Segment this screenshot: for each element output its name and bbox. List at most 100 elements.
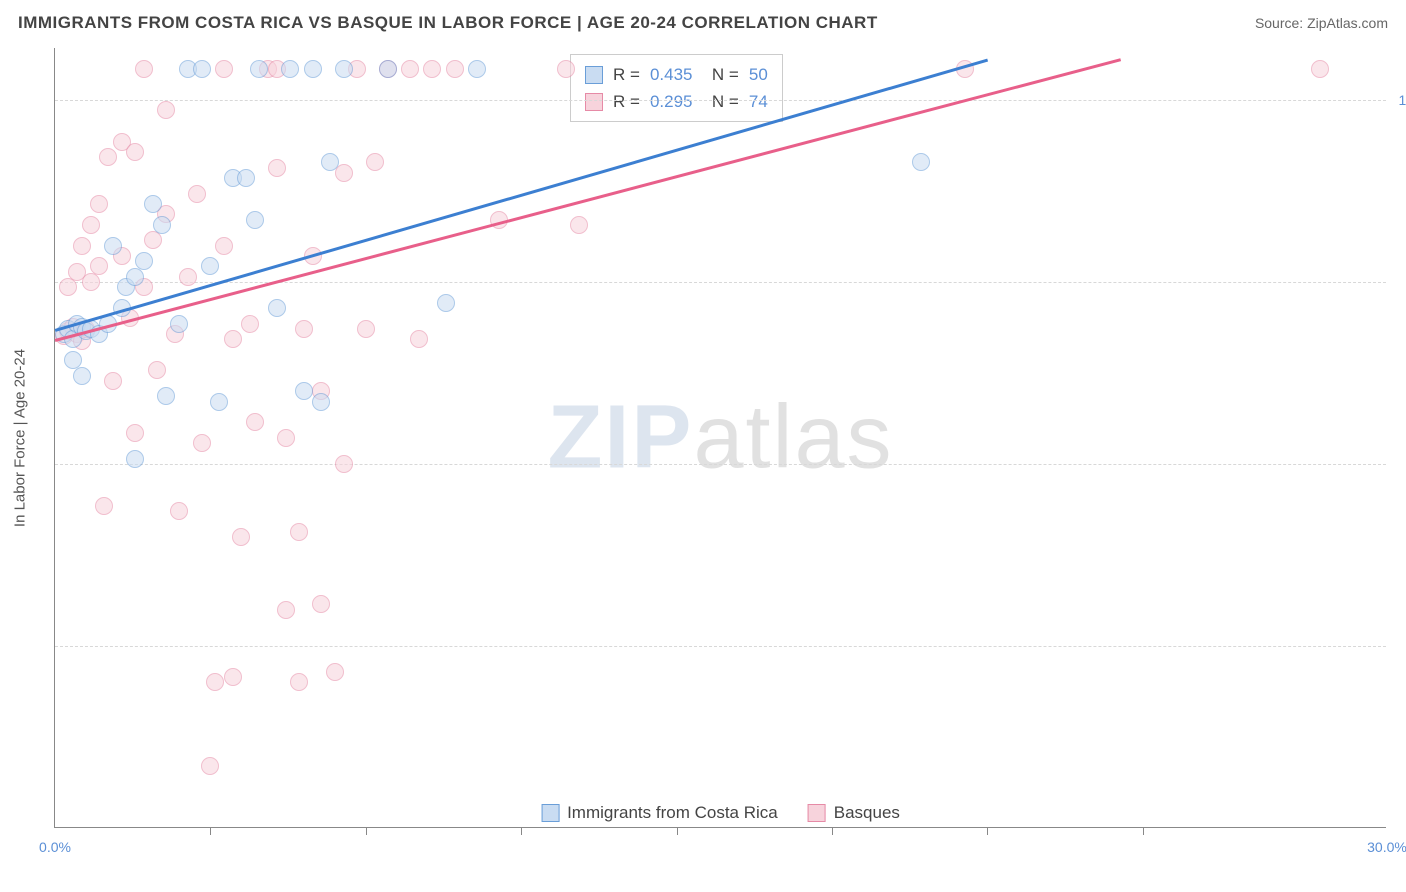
data-point-basques [312, 595, 330, 613]
data-point-costa_rica [281, 60, 299, 78]
data-point-basques [90, 257, 108, 275]
x-tick [677, 827, 678, 835]
data-point-costa_rica [335, 60, 353, 78]
data-point-basques [277, 601, 295, 619]
data-point-costa_rica [912, 153, 930, 171]
data-point-basques [144, 231, 162, 249]
gridline-h [55, 282, 1386, 283]
x-tick [1143, 827, 1144, 835]
stat-n-label: N = [702, 61, 738, 88]
data-point-basques [99, 148, 117, 166]
data-point-costa_rica [250, 60, 268, 78]
legend-swatch-icon [808, 804, 826, 822]
stats-row-costa_rica: R = 0.435 N = 50 [585, 61, 768, 88]
legend-label: Basques [834, 803, 900, 823]
legend-item-basques: Basques [808, 803, 900, 823]
data-point-costa_rica [126, 450, 144, 468]
x-tick-label: 0.0% [39, 839, 71, 855]
data-point-basques [557, 60, 575, 78]
y-tick-label: 65.0% [1391, 456, 1406, 472]
watermark: ZIPatlas [547, 386, 893, 489]
stat-n-value: 50 [749, 61, 768, 88]
data-point-basques [135, 60, 153, 78]
data-point-costa_rica [321, 153, 339, 171]
data-point-basques [157, 101, 175, 119]
stat-r-value: 0.295 [650, 88, 693, 115]
data-point-costa_rica [437, 294, 455, 312]
data-point-basques [326, 663, 344, 681]
source-prefix: Source: [1255, 15, 1307, 31]
data-point-basques [82, 216, 100, 234]
stat-r-label: R = [613, 61, 640, 88]
data-point-basques [215, 60, 233, 78]
data-point-costa_rica [201, 257, 219, 275]
data-point-costa_rica [73, 367, 91, 385]
data-point-basques [104, 372, 122, 390]
data-point-basques [366, 153, 384, 171]
stat-r-value: 0.435 [650, 61, 693, 88]
data-point-costa_rica [193, 60, 211, 78]
data-point-basques [59, 278, 77, 296]
y-tick-label: 82.5% [1391, 274, 1406, 290]
data-point-basques [95, 497, 113, 515]
data-point-basques [193, 434, 211, 452]
data-point-basques [170, 502, 188, 520]
stats-row-basques: R = 0.295 N = 74 [585, 88, 768, 115]
data-point-basques [215, 237, 233, 255]
data-point-basques [268, 159, 286, 177]
data-point-costa_rica [157, 387, 175, 405]
data-point-basques [290, 523, 308, 541]
data-point-basques [224, 330, 242, 348]
data-point-basques [241, 315, 259, 333]
legend-swatch-icon [585, 93, 603, 111]
data-point-costa_rica [468, 60, 486, 78]
series-legend: Immigrants from Costa Rica Basques [533, 803, 908, 823]
x-tick [987, 827, 988, 835]
data-point-basques [410, 330, 428, 348]
data-point-basques [446, 60, 464, 78]
y-tick-label: 100.0% [1391, 92, 1406, 108]
stat-n-label: N = [702, 88, 738, 115]
data-point-basques [201, 757, 219, 775]
data-point-costa_rica [126, 268, 144, 286]
data-point-basques [357, 320, 375, 338]
y-axis-title: In Labor Force | Age 20-24 [12, 349, 29, 527]
data-point-basques [126, 143, 144, 161]
data-point-costa_rica [170, 315, 188, 333]
stats-legend: R = 0.435 N = 50R = 0.295 N = 74 [570, 54, 783, 122]
data-point-basques [290, 673, 308, 691]
stat-n-value: 74 [749, 88, 768, 115]
data-point-costa_rica [144, 195, 162, 213]
data-point-costa_rica [295, 382, 313, 400]
data-point-basques [277, 429, 295, 447]
data-point-costa_rica [135, 252, 153, 270]
x-tick [521, 827, 522, 835]
data-point-costa_rica [210, 393, 228, 411]
data-point-basques [206, 673, 224, 691]
source-name: ZipAtlas.com [1307, 15, 1388, 31]
data-point-basques [148, 361, 166, 379]
x-tick [366, 827, 367, 835]
x-tick [832, 827, 833, 835]
data-point-basques [570, 216, 588, 234]
data-point-costa_rica [312, 393, 330, 411]
watermark-atlas: atlas [693, 387, 893, 487]
data-point-basques [224, 668, 242, 686]
gridline-h [55, 100, 1386, 101]
data-point-basques [90, 195, 108, 213]
data-point-basques [232, 528, 250, 546]
y-tick-label: 47.5% [1391, 638, 1406, 654]
data-point-basques [295, 320, 313, 338]
chart-header: IMMIGRANTS FROM COSTA RICA VS BASQUE IN … [0, 0, 1406, 46]
legend-label: Immigrants from Costa Rica [567, 803, 778, 823]
stat-r-label: R = [613, 88, 640, 115]
gridline-h [55, 464, 1386, 465]
data-point-basques [401, 60, 419, 78]
gridline-h [55, 646, 1386, 647]
data-point-basques [126, 424, 144, 442]
watermark-zip: ZIP [547, 387, 693, 487]
chart-source: Source: ZipAtlas.com [1255, 15, 1388, 31]
data-point-costa_rica [246, 211, 264, 229]
data-point-basques [188, 185, 206, 203]
data-point-basques [1311, 60, 1329, 78]
